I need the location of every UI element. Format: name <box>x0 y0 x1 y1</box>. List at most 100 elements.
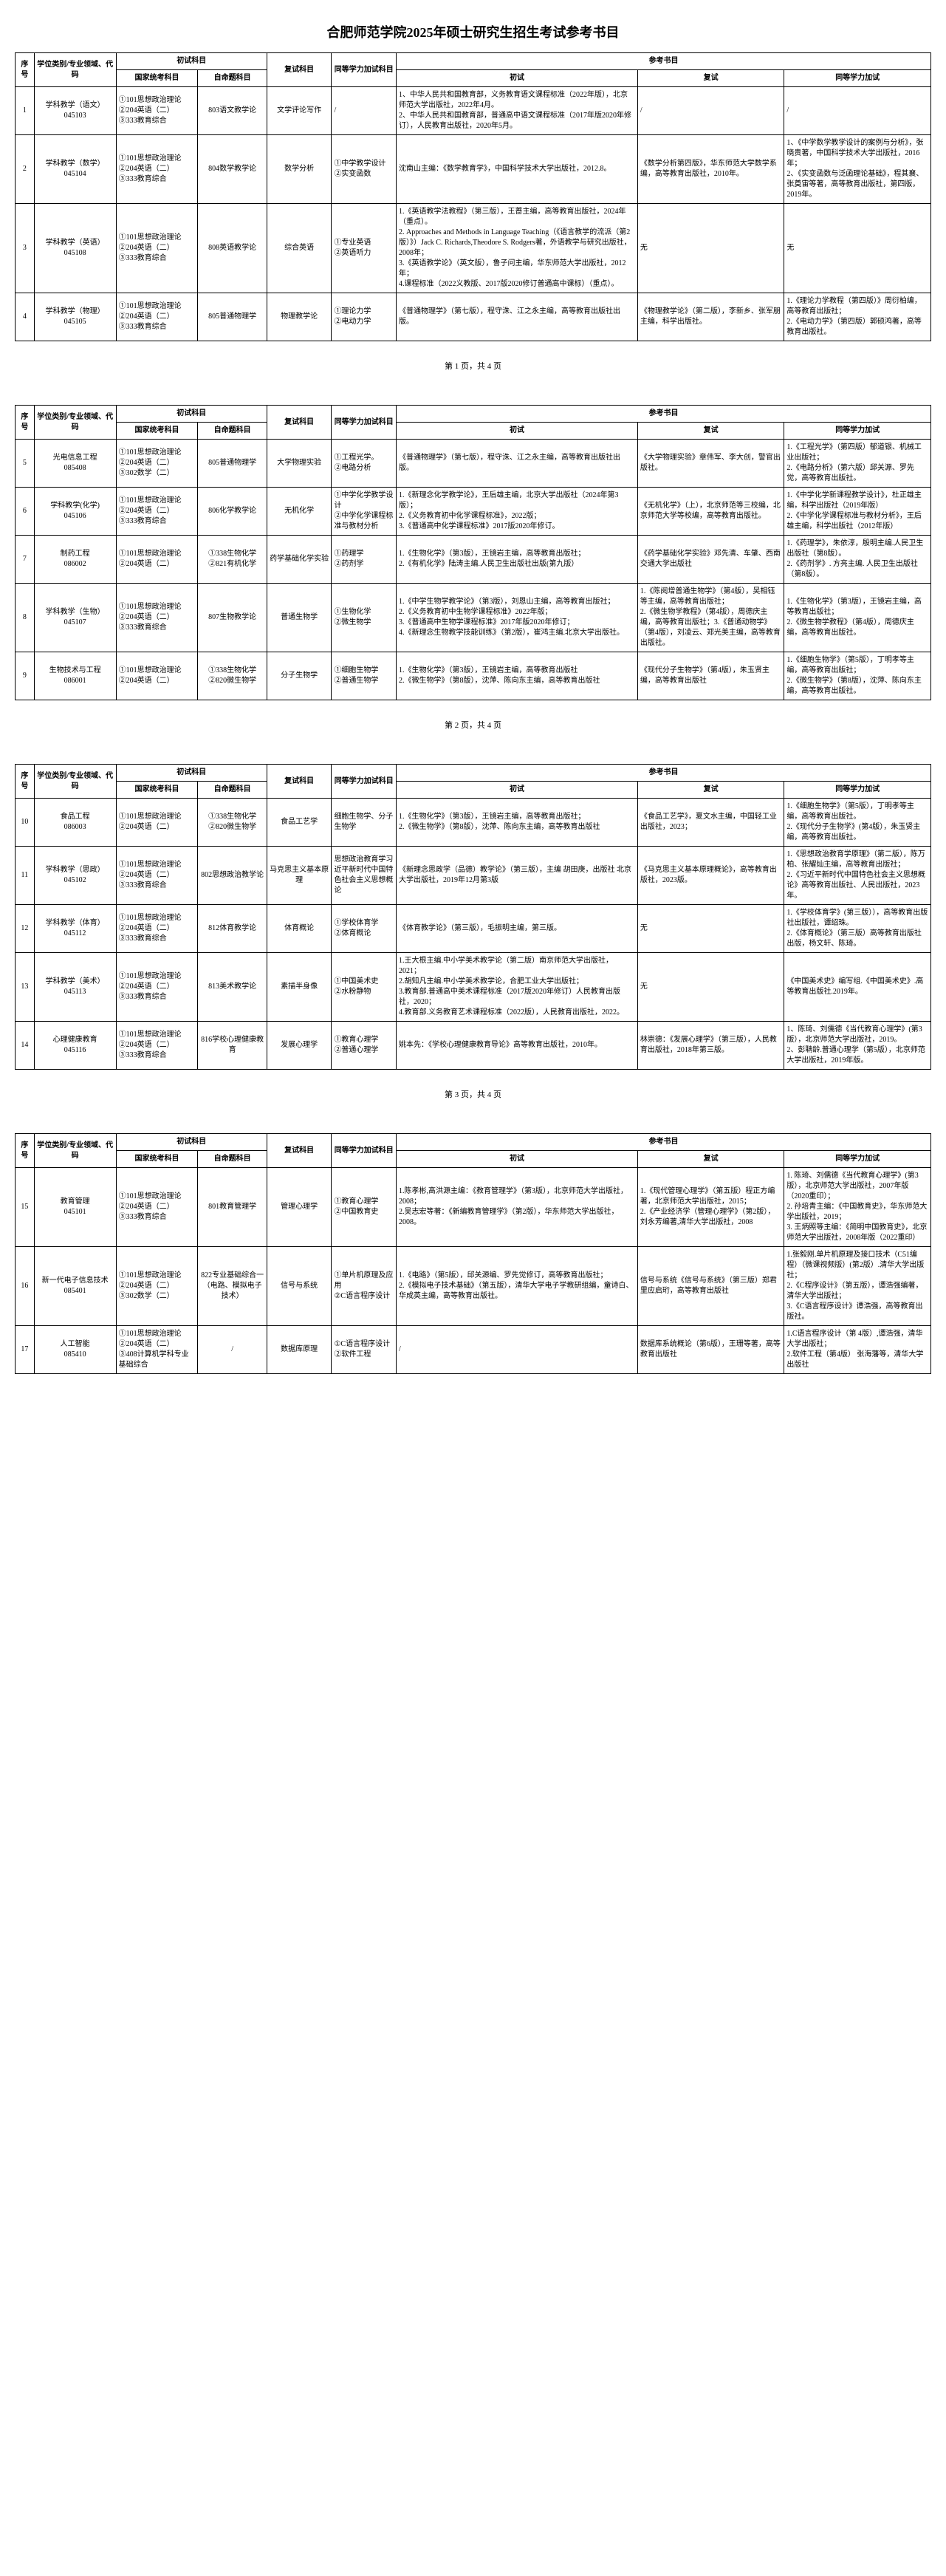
ref-reexam-cell: 无 <box>637 953 784 1022</box>
table-row: 14心理健康教育045116①101思想政治理论②204英语（二）③333教育综… <box>16 1022 931 1070</box>
col-major: 学位类别/专业领域、代码 <box>34 406 116 440</box>
same-cell: ①单片机原理及应用②C语言程序设计 <box>332 1247 397 1326</box>
major-cell: 学科教学（思政）045102 <box>34 847 116 905</box>
same-cell: ①理论力学②电动力学 <box>332 293 397 341</box>
reexam-cell: 信号与系统 <box>267 1247 332 1326</box>
col-ref-prelim: 初试 <box>397 423 638 440</box>
col-prelim: 初试科目 <box>116 1134 267 1151</box>
seq-cell: 16 <box>16 1247 35 1326</box>
ref-prelim-cell: / <box>397 1326 638 1374</box>
ref-prelim-cell: 1.《生物化学》（第3版），王镜岩主编，高等教育出版社2.《微生物学》（第8版）… <box>397 652 638 700</box>
ref-same-cell: 《中国美术史》编写组.《中国美术史》.高等教育出版社.2019年。 <box>784 953 931 1022</box>
reexam-cell: 管理心理学 <box>267 1168 332 1247</box>
ref-reexam-cell: 《无机化学》（上），北京师范等三校编，北京师范大学等校编，高等教育出版社。 <box>637 488 784 536</box>
col-ref-reexam: 复试 <box>637 423 784 440</box>
col-ref-reexam: 复试 <box>637 782 784 799</box>
exam-self-cell: 816学校心理健康教育 <box>198 1022 267 1070</box>
col-ref-same: 同等学力加试 <box>784 423 931 440</box>
seq-cell: 10 <box>16 799 35 847</box>
ref-same-cell: 1、《中学数学教学设计的案例与分析》，张晓贵著，中国科学技术大学出版社，2016… <box>784 135 931 204</box>
reexam-cell: 大学物理实验 <box>267 440 332 488</box>
page-footer: 第 1 页，共 4 页 <box>15 360 931 372</box>
ref-same-cell: 1.张毅刚.单片机原理及接口技术（C51编程）（微课视频版）(第2版）.清华大学… <box>784 1247 931 1326</box>
col-reexam: 复试科目 <box>267 1134 332 1168</box>
col-prelim-gov: 国家统考科目 <box>116 1151 198 1168</box>
table-row: 13学科教学（美术）045113①101思想政治理论②204英语（二）③333教… <box>16 953 931 1022</box>
ref-reexam-cell: 信号与系统《信号与系统》（第三版）郑君里应启珩，高等教育出版社 <box>637 1247 784 1326</box>
seq-cell: 3 <box>16 204 35 293</box>
exam-gov-cell: ①101思想政治理论②204英语（二）③333教育综合 <box>116 1168 198 1247</box>
pages-container: 序号学位类别/专业领域、代码初试科目复试科目同等学力加试科目参考书目国家统考科目… <box>15 52 931 1374</box>
exam-gov-cell: ①101思想政治理论②204英语（二）③333教育综合 <box>116 953 198 1022</box>
exam-self-cell: 805普通物理学 <box>198 293 267 341</box>
ref-same-cell: 1、陈琦、刘儒德《当代教育心理学》(第3版），北京师范大学出版社，2019。2、… <box>784 1022 931 1070</box>
exam-gov-cell: ①101思想政治理论②204英语（二）③408计算机学科专业基础综合 <box>116 1326 198 1374</box>
ref-prelim-cell: 姚本先：《学校心理健康教育导论》高等教育出版社，2010年。 <box>397 1022 638 1070</box>
same-cell: ①中学化学教学设计②中学化学课程标准与教材分析 <box>332 488 397 536</box>
ref-prelim-cell: 《新理念思政学（品德）教学论》（第三版），主编 胡田庚，出版社 北京大学出版社，… <box>397 847 638 905</box>
ref-reexam-cell: / <box>637 87 784 135</box>
ref-prelim-cell: 1.王大根主编.中小学美术教学论（第二版）南京师范大学出版社，2021；2.胡知… <box>397 953 638 1022</box>
col-prelim: 初试科目 <box>116 406 267 423</box>
exam-self-cell: 808英语教学论 <box>198 204 267 293</box>
seq-cell: 15 <box>16 1168 35 1247</box>
ref-same-cell: 1.《细胞生物学》（第5版），丁明孝等主编，高等教育出版社。2.《现代分子生物学… <box>784 799 931 847</box>
exam-gov-cell: ①101思想政治理论②204英语（二）③333教育综合 <box>116 488 198 536</box>
col-prelim-gov: 国家统考科目 <box>116 782 198 799</box>
table-row: 17人工智能085410①101思想政治理论②204英语（二）③408计算机学科… <box>16 1326 931 1374</box>
seq-cell: 11 <box>16 847 35 905</box>
exam-self-cell: / <box>198 1326 267 1374</box>
table-row: 1学科教学（语文）045103①101思想政治理论②204英语（二）③333教育… <box>16 87 931 135</box>
col-ref-same: 同等学力加试 <box>784 1151 931 1168</box>
same-cell: 思想政治教育学习近平新时代中国特色社会主义思想概论 <box>332 847 397 905</box>
col-prelim-gov: 国家统考科目 <box>116 423 198 440</box>
table-row: 7制药工程086002①101思想政治理论②204英语（二）①338生物化学②8… <box>16 536 931 584</box>
ref-reexam-cell: 无 <box>637 905 784 953</box>
seq-cell: 9 <box>16 652 35 700</box>
major-cell: 学科教学（生物）045107 <box>34 584 116 652</box>
same-cell: ①中学教学设计②实变函数 <box>332 135 397 204</box>
exam-self-cell: 806化学教学论 <box>198 488 267 536</box>
exam-self-cell: 805普通物理学 <box>198 440 267 488</box>
seq-cell: 5 <box>16 440 35 488</box>
ref-prelim-cell: 1.《生物化学》（第3版），王镜岩主编，高等教育出版社；2.《微生物学》（第8版… <box>397 799 638 847</box>
seq-cell: 6 <box>16 488 35 536</box>
ref-same-cell: 1.《学校体育学》(第三版）），高等教育出版社出版社，谭绍珠。2.《体育概论》（… <box>784 905 931 953</box>
ref-same-cell: 1.《生物化学》（第3版），王镜岩主编，高等教育出版社；2.《微生物学教程》（第… <box>784 584 931 652</box>
reexam-cell: 发展心理学 <box>267 1022 332 1070</box>
page-footer: 第 2 页，共 4 页 <box>15 719 931 731</box>
same-cell: ①工程光学。②电路分析 <box>332 440 397 488</box>
col-major: 学位类别/专业领域、代码 <box>34 765 116 799</box>
exam-self-cell: 812体育教学论 <box>198 905 267 953</box>
reexam-cell: 马克思主义基本原理 <box>267 847 332 905</box>
same-cell: / <box>332 87 397 135</box>
col-refs: 参考书目 <box>397 53 931 70</box>
col-ref-prelim: 初试 <box>397 782 638 799</box>
major-cell: 生物技术与工程086001 <box>34 652 116 700</box>
major-cell: 制药工程086002 <box>34 536 116 584</box>
seq-cell: 7 <box>16 536 35 584</box>
table-row: 4学科教学（物理）045105①101思想政治理论②204英语（二）③333教育… <box>16 293 931 341</box>
page-footer: 第 3 页，共 4 页 <box>15 1088 931 1100</box>
ref-reexam-cell: 1.《现代管理心理学》（第五版）程正方编著，北京师范大学出版社，2015；2.《… <box>637 1168 784 1247</box>
col-ref-reexam: 复试 <box>637 1151 784 1168</box>
exam-self-cell: ①338生物化学②821有机化学 <box>198 536 267 584</box>
same-cell: ①教育心理学②普通心理学 <box>332 1022 397 1070</box>
col-major: 学位类别/专业领域、代码 <box>34 1134 116 1168</box>
ref-prelim-cell: 1.《电路》（第5版），邱关源编、罗先觉修订，高等教育出版社；2.《模拟电子技术… <box>397 1247 638 1326</box>
reexam-cell: 数学分析 <box>267 135 332 204</box>
col-ref-same: 同等学力加试 <box>784 782 931 799</box>
ref-reexam-cell: 《现代分子生物学》（第4版），朱玉贤主编，高等教育出版社 <box>637 652 784 700</box>
ref-same-cell: 1.《细胞生物学》（第5版），丁明孝等主编，高等教育出版社；2.《微生物学》（第… <box>784 652 931 700</box>
exam-gov-cell: ①101思想政治理论②204英语（二）③333教育综合 <box>116 584 198 652</box>
col-ref-prelim: 初试 <box>397 1151 638 1168</box>
exam-gov-cell: ①101思想政治理论②204英语（二） <box>116 652 198 700</box>
seq-cell: 4 <box>16 293 35 341</box>
table-row: 11学科教学（思政）045102①101思想政治理论②204英语（二）③333教… <box>16 847 931 905</box>
reexam-cell: 食品工艺学 <box>267 799 332 847</box>
major-cell: 新一代电子信息技术085401 <box>34 1247 116 1326</box>
reference-table-page-2: 序号学位类别/专业领域、代码初试科目复试科目同等学力加试科目参考书目国家统考科目… <box>15 405 931 700</box>
table-row: 6学科教学(化学)045106①101思想政治理论②204英语（二）③333教育… <box>16 488 931 536</box>
exam-self-cell: 802思想政治教学论 <box>198 847 267 905</box>
reexam-cell: 物理教学论 <box>267 293 332 341</box>
